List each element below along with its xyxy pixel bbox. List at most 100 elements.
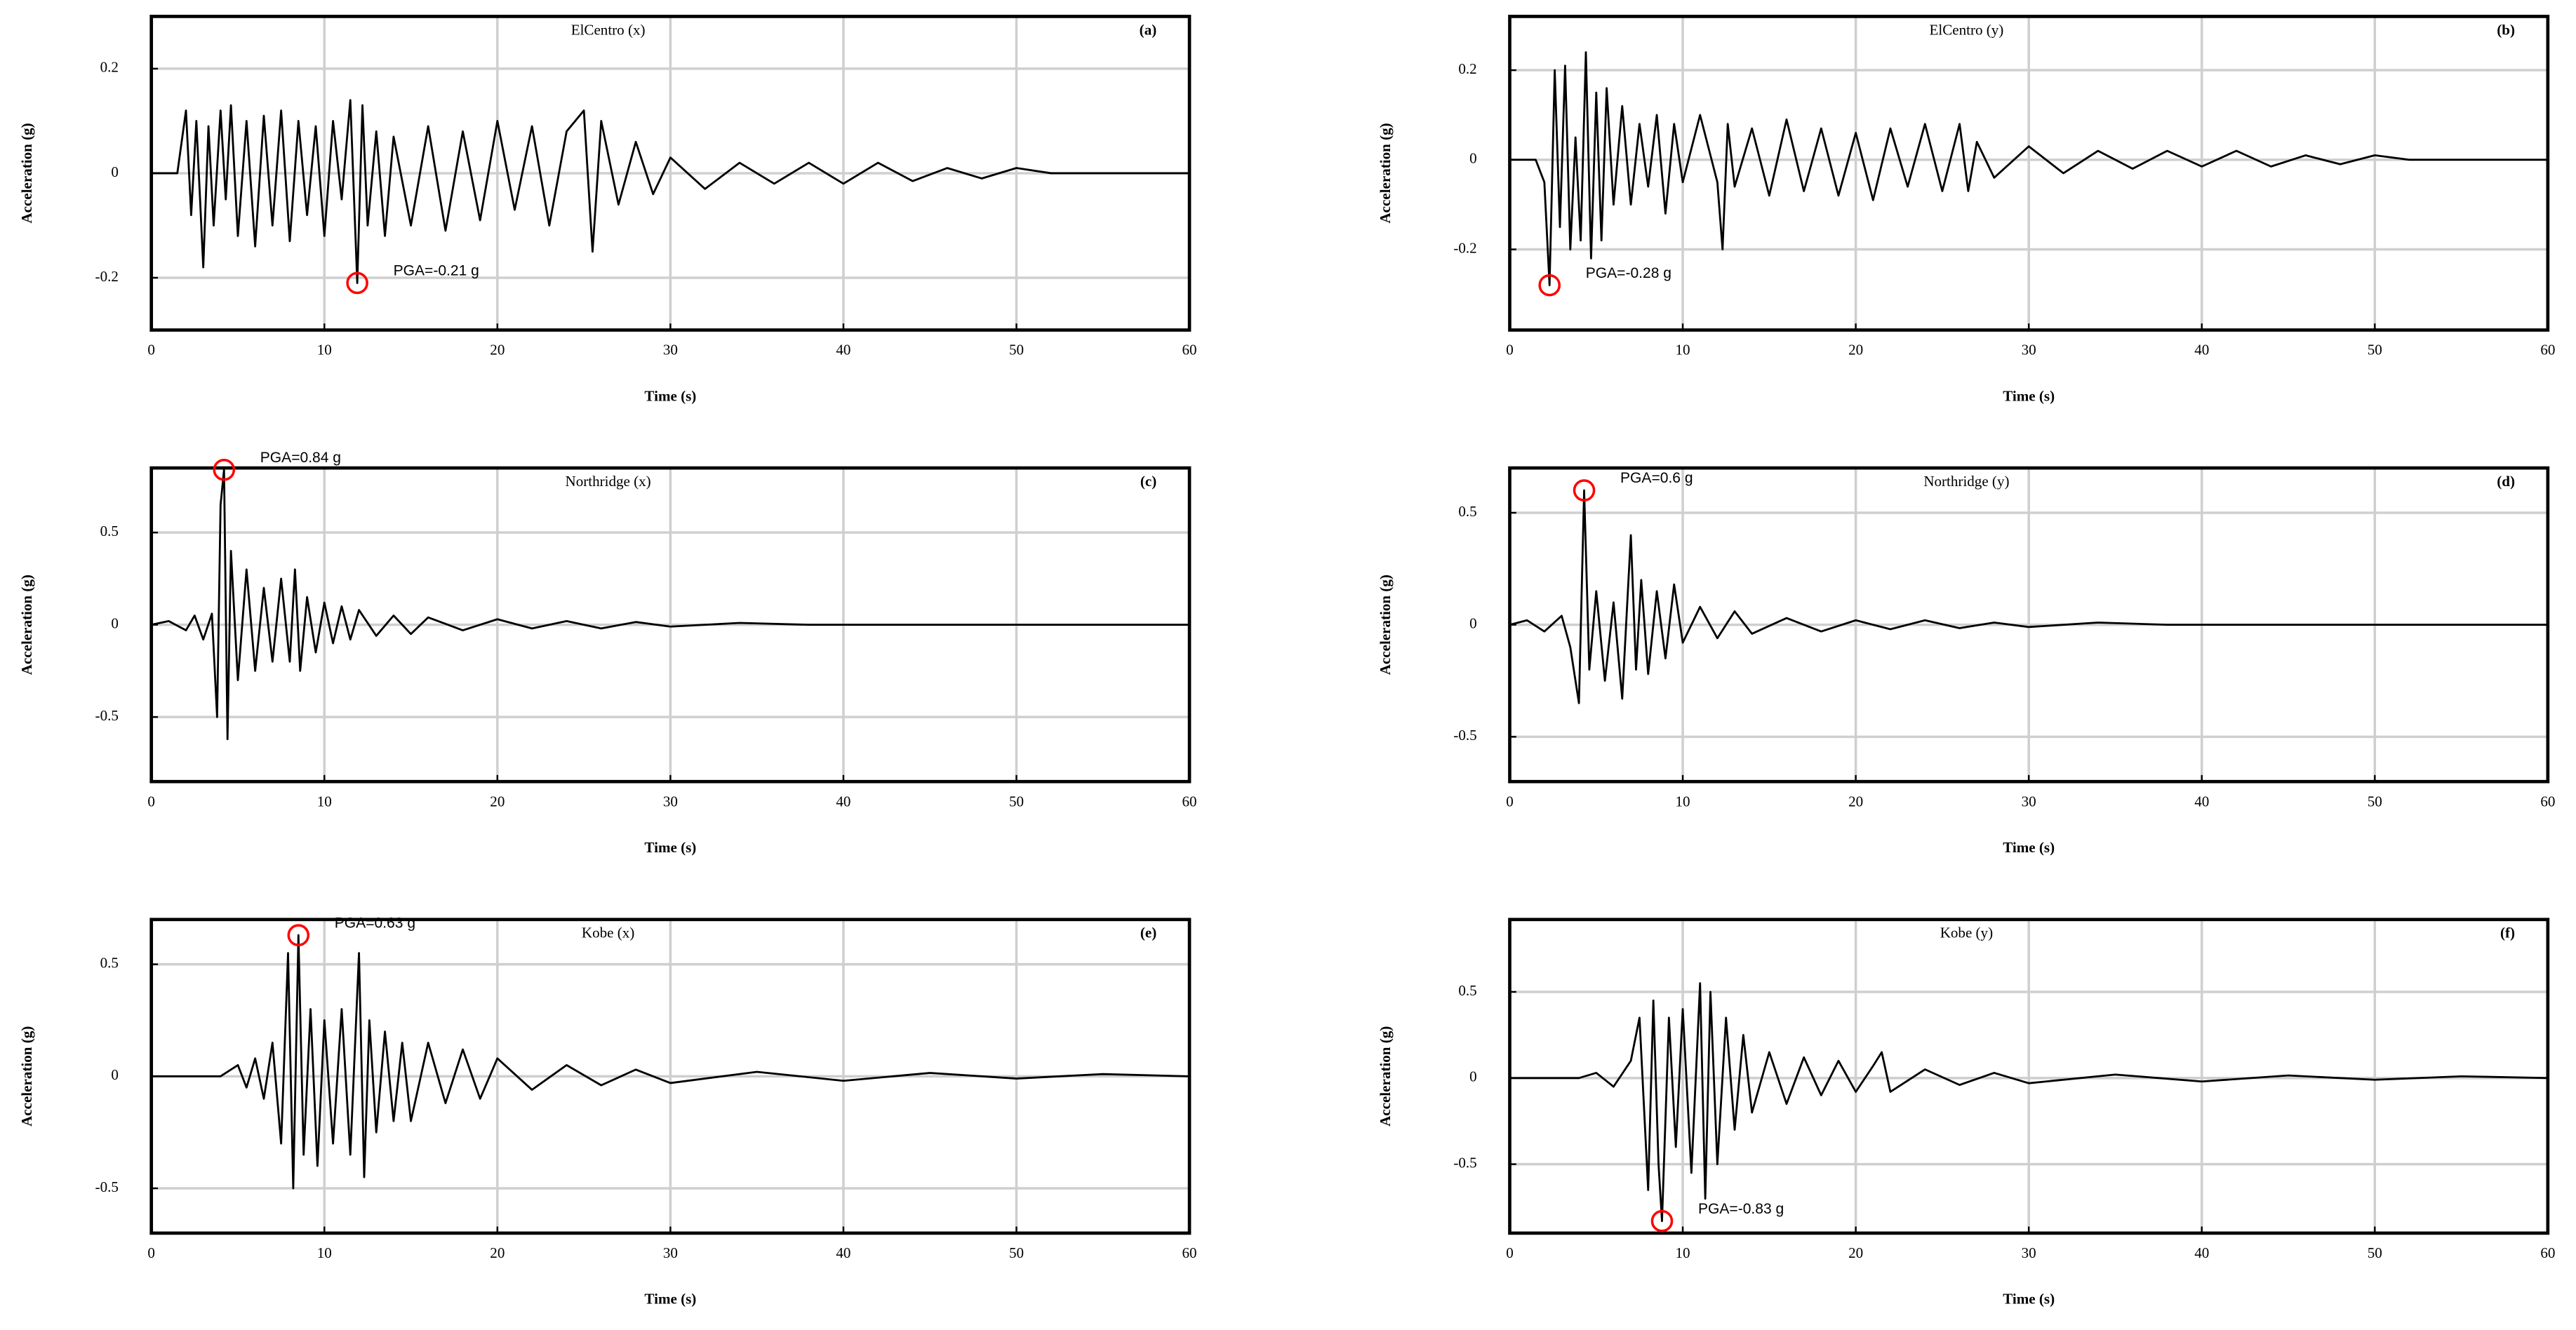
subplot-title: Kobe (x) (582, 925, 634, 941)
x-tick-label: 40 (2194, 793, 2209, 810)
x-axis-label: Time (s) (644, 1291, 696, 1308)
x-tick-label: 20 (490, 342, 505, 358)
x-tick-label: 20 (490, 1244, 505, 1261)
subplot-title: ElCentro (x) (571, 21, 646, 38)
axes-frame (149, 466, 1192, 784)
x-tick-label: 0 (1506, 1244, 1514, 1261)
pga-marker (1573, 479, 1596, 502)
x-tick-label: 50 (1009, 1244, 1024, 1261)
x-axis-label: Time (s) (2003, 1291, 2055, 1308)
x-tick-label: 40 (836, 342, 850, 358)
trace (151, 934, 1190, 1190)
pga-annotation: PGA=-0.28 g (1586, 265, 1671, 281)
pga-marker (213, 458, 236, 481)
x-axis-label: Time (s) (644, 839, 696, 856)
subplot: 0 10 20 30 40 50 60 -0.5 0 0.5 Northridge (y) (d) Ti… (1377, 466, 2555, 856)
y-tick-label: 0 (1469, 614, 1477, 631)
y-axis-label: Acceleration (g) (1377, 1026, 1394, 1127)
pga-annotation: PGA=-0.21 g (394, 263, 479, 279)
x-axis-label: Time (s) (2003, 387, 2055, 404)
x-tick-label: 40 (836, 1244, 850, 1261)
pga-annotation: PGA=0.63 g (335, 915, 415, 931)
panel-label: (a) (1140, 21, 1157, 38)
x-tick-label: 0 (147, 1244, 155, 1261)
subplot: 0 10 20 30 40 50 60 -0.5 0 0.5 Kobe (y) (f) Time (s)… (1377, 918, 2555, 1308)
y-tick-label: 0.5 (100, 523, 119, 539)
x-tick-label: 30 (2022, 793, 2036, 810)
x-tick-label: 50 (1009, 793, 1024, 810)
y-tick-label: -0.5 (1453, 1154, 1476, 1171)
y-tick-label: 0.5 (1458, 982, 1476, 999)
subplot: 0 10 20 30 40 50 60 -0.2 0 0.2 ElCentro (x) (a) Time… (18, 15, 1197, 404)
trace (1509, 489, 2548, 704)
panel-label: (d) (2497, 473, 2515, 490)
subplot: 0 10 20 30 40 50 60 -0.2 0 0.2 ElCentro (y) (b) Time… (1377, 15, 2555, 404)
x-tick-label: 60 (2540, 1244, 2555, 1261)
y-axis-label: Acceleration (g) (18, 575, 35, 675)
y-tick-label: -0.5 (1453, 727, 1476, 744)
y-tick-label: 0.2 (1458, 60, 1476, 77)
y-tick-label: -0.2 (1453, 239, 1476, 256)
axes-frame (1508, 15, 2550, 332)
x-tick-label: 30 (663, 793, 678, 810)
pga-annotation: PGA=-0.83 g (1698, 1201, 1784, 1217)
trace (1509, 51, 2548, 287)
axes-frame (149, 15, 1192, 332)
axes-frame (1508, 918, 2550, 1235)
y-tick-label: 0.2 (100, 59, 119, 76)
axes-frame (149, 918, 1192, 1235)
axes-frame (1508, 466, 2550, 784)
x-tick-label: 20 (1848, 793, 1863, 810)
subplot-title: ElCentro (y) (1930, 21, 2004, 38)
subplot-title: Kobe (y) (1940, 925, 1993, 941)
pga-marker (1650, 1209, 1674, 1232)
y-axis-label: Acceleration (g) (1377, 575, 1394, 675)
x-tick-label: 0 (1506, 793, 1514, 810)
subplot: 0 10 20 30 40 50 60 -0.5 0 0.5 Kobe (x) (e) Time (s)… (18, 915, 1197, 1307)
panel-label: (b) (2497, 21, 2515, 38)
y-tick-label: -0.5 (95, 707, 119, 724)
x-tick-label: 40 (836, 793, 850, 810)
x-tick-label: 30 (2022, 342, 2036, 358)
x-tick-label: 40 (2194, 342, 2209, 358)
x-tick-label: 10 (1676, 1244, 1690, 1261)
x-tick-label: 60 (1182, 1244, 1197, 1261)
y-tick-label: 0.5 (1458, 503, 1476, 520)
pga-marker (287, 924, 310, 946)
x-tick-label: 50 (2368, 1244, 2382, 1261)
x-tick-label: 10 (1676, 793, 1690, 810)
x-tick-label: 40 (2194, 1244, 2209, 1261)
y-tick-label: 0 (1469, 150, 1477, 167)
x-tick-label: 20 (1848, 1244, 1863, 1261)
x-tick-label: 20 (1848, 342, 1863, 358)
x-tick-label: 20 (490, 793, 505, 810)
y-tick-label: -0.2 (95, 268, 119, 285)
x-axis-label: Time (s) (644, 387, 696, 404)
y-tick-label: -0.5 (95, 1178, 119, 1195)
x-tick-label: 60 (1182, 793, 1197, 810)
y-tick-label: 0 (111, 1066, 119, 1083)
x-tick-label: 60 (1182, 342, 1197, 358)
x-tick-label: 10 (317, 793, 332, 810)
x-tick-label: 60 (2540, 342, 2555, 358)
y-tick-label: 0 (1469, 1068, 1477, 1085)
x-tick-label: 10 (317, 1244, 332, 1261)
x-tick-label: 30 (663, 1244, 678, 1261)
trace (151, 99, 1190, 284)
y-tick-label: 0 (111, 163, 119, 180)
y-axis-label: Acceleration (g) (1377, 123, 1394, 223)
x-tick-label: 50 (2368, 342, 2382, 358)
y-tick-label: 0.5 (100, 955, 119, 972)
x-tick-label: 10 (1676, 342, 1690, 358)
y-axis-label: Acceleration (g) (18, 1026, 35, 1127)
x-tick-label: 30 (663, 342, 678, 358)
subplot-title: Northridge (x) (566, 473, 651, 490)
pga-annotation: PGA=0.6 g (1620, 470, 1693, 486)
pga-marker (346, 271, 368, 295)
panel-label: (c) (1140, 473, 1156, 490)
pga-annotation: PGA=0.84 g (260, 450, 341, 466)
x-tick-label: 10 (317, 342, 332, 358)
subplot-title: Northridge (y) (1923, 473, 2009, 490)
